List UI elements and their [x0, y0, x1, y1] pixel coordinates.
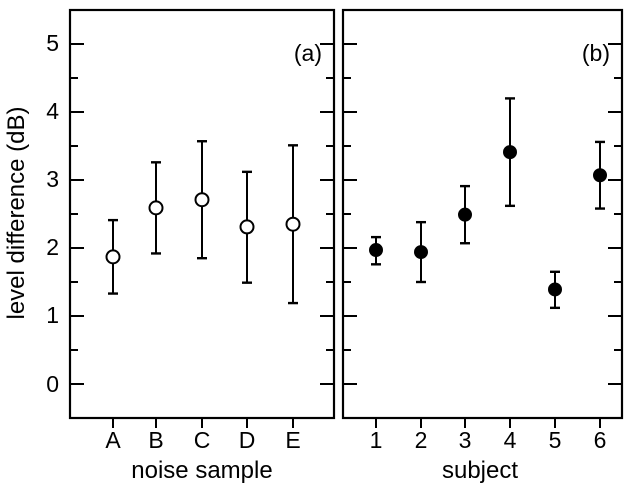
panel-a-ticks: A B C D E — [70, 43, 334, 453]
y-tick-labels: 0 1 2 3 4 5 — [46, 30, 59, 397]
y-tick-label: 0 — [46, 371, 59, 397]
panel-a-label: (a) — [294, 40, 322, 66]
data-point — [414, 245, 428, 260]
data-point — [548, 282, 562, 297]
data-point — [593, 168, 607, 183]
panel-b-marks — [369, 97, 607, 310]
data-point — [148, 200, 164, 216]
y-tick-label: 3 — [46, 166, 59, 192]
data-point — [369, 243, 383, 258]
x-tick-label: 4 — [504, 427, 517, 453]
panel-b-ticks: 1 2 3 4 5 6 — [343, 43, 622, 453]
data-point — [105, 249, 121, 265]
data-point — [194, 192, 210, 208]
y-axis-label: level difference (dB) — [3, 107, 30, 320]
x-tick-label: 5 — [549, 427, 562, 453]
x-tick-label: B — [148, 427, 163, 453]
x-tick-label: D — [239, 427, 256, 453]
panel-a-x-axis-label: noise sample — [131, 457, 272, 484]
panel-a: A B C D E (a) noise sample — [68, 8, 336, 484]
x-tick-label: 6 — [594, 427, 607, 453]
panel-b-x-axis-label: subject — [442, 457, 518, 484]
data-point — [458, 207, 472, 222]
data-point — [285, 216, 301, 232]
y-tick-label: 2 — [46, 234, 59, 260]
panel-a-marks — [105, 140, 301, 305]
x-tick-label: C — [194, 427, 211, 453]
panel-b: 1 2 3 4 5 6 (b) subject — [341, 8, 624, 484]
panel-b-frame — [341, 8, 624, 420]
panel-b-label: (b) — [582, 40, 610, 66]
data-point — [503, 145, 517, 160]
y-tick-label: 5 — [46, 30, 59, 56]
x-tick-label: 3 — [459, 427, 472, 453]
data-point — [239, 219, 255, 235]
y-tick-label: 4 — [46, 98, 59, 124]
x-tick-label: A — [105, 427, 121, 453]
x-tick-label: 1 — [370, 427, 383, 453]
x-tick-label: E — [285, 427, 300, 453]
x-tick-label: 2 — [415, 427, 428, 453]
y-tick-label: 1 — [46, 302, 59, 328]
